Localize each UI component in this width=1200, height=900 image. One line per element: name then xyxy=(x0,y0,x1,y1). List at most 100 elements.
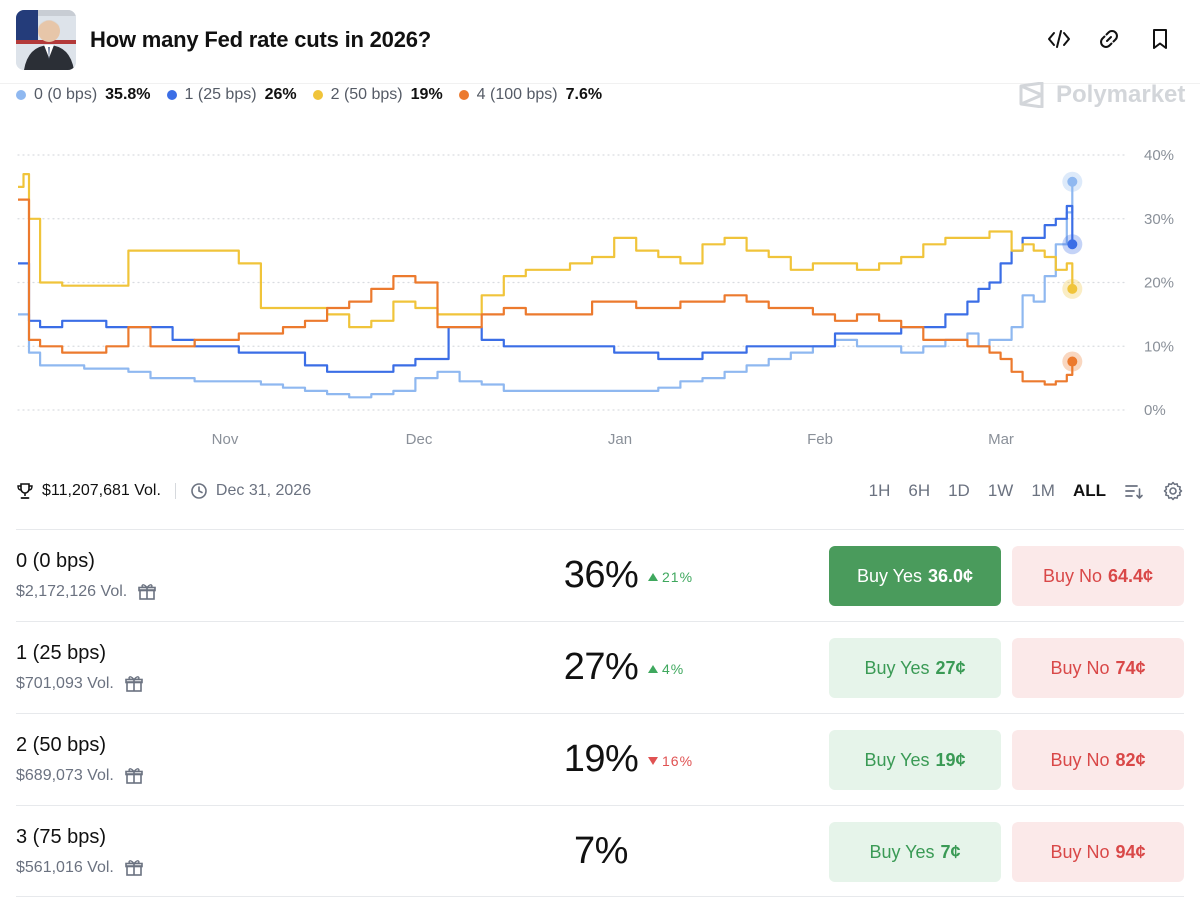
range-all[interactable]: ALL xyxy=(1072,481,1106,500)
stats-divider xyxy=(174,483,176,499)
outcome-row-25-bps[interactable]: 1 (25 bps) $701,093 Vol. 27% 4% Buy Yes … xyxy=(16,621,1184,713)
gift-icon[interactable] xyxy=(124,674,144,694)
legend-value: 7.6% xyxy=(565,86,603,103)
polymarket-logo-icon xyxy=(1019,82,1044,108)
buy-yes-label: Buy Yes xyxy=(869,841,935,862)
market-avatar xyxy=(16,10,76,70)
buy-yes-price: 7¢ xyxy=(940,841,961,862)
legend-dot xyxy=(312,90,323,100)
down-triangle-icon xyxy=(648,757,658,765)
buy-yes-button[interactable]: Buy Yes 19¢ xyxy=(829,730,1001,790)
legend-label: 1 (25 bps) xyxy=(184,86,257,103)
outcome-probability: 36% xyxy=(563,554,639,596)
link-icon[interactable] xyxy=(1096,26,1122,52)
buy-no-label: Buy No xyxy=(1050,841,1110,862)
range-1m[interactable]: 1M xyxy=(1031,481,1055,500)
series-end-point-2 xyxy=(1067,283,1078,294)
series-line-1 xyxy=(18,204,1074,373)
buy-no-button[interactable]: Buy No 94¢ xyxy=(1012,822,1184,882)
total-volume: $11,207,681 Vol. xyxy=(42,482,161,499)
buy-yes-label: Buy Yes xyxy=(864,657,930,678)
legend-dot xyxy=(16,90,26,100)
outcome-row-50-bps[interactable]: 2 (50 bps) $689,073 Vol. 19% 16% Buy Yes… xyxy=(16,713,1184,805)
up-triangle-icon xyxy=(648,665,658,673)
range-1h[interactable]: 1H xyxy=(868,481,891,500)
x-tick-label: Jan xyxy=(608,431,632,448)
buy-no-label: Buy No xyxy=(1042,565,1102,586)
buy-no-label: Buy No xyxy=(1050,749,1110,770)
series-line-3 xyxy=(18,198,1074,386)
market-header: How many Fed rate cuts in 2026? xyxy=(0,0,1200,84)
y-tick-label: 0% xyxy=(1144,402,1166,419)
series-line-0 xyxy=(18,181,1074,399)
legend-label: 2 (50 bps) xyxy=(330,86,403,103)
embed-code-icon[interactable] xyxy=(1046,26,1072,52)
legend-dot xyxy=(166,90,177,100)
trophy-icon xyxy=(17,483,33,499)
x-tick-label: Feb xyxy=(807,431,833,448)
clock-icon xyxy=(191,483,207,499)
buy-yes-button[interactable]: Buy Yes 27¢ xyxy=(829,638,1001,698)
buy-no-price: 74¢ xyxy=(1115,657,1146,678)
end-date: Dec 31, 2026 xyxy=(215,482,312,499)
legend-item-1: 1 (25 bps) 26% xyxy=(166,86,297,104)
series-line-2 xyxy=(18,173,1074,329)
legend-item-3: 4 (100 bps) 7.6% xyxy=(458,86,603,104)
buy-yes-label: Buy Yes xyxy=(856,565,922,586)
gift-icon[interactable] xyxy=(124,858,144,878)
series-end-point-1 xyxy=(1067,239,1078,250)
settings-gear-icon[interactable] xyxy=(1162,480,1184,502)
probability-change-value: 16% xyxy=(662,753,694,769)
x-tick-label: Mar xyxy=(988,431,1014,448)
range-1w[interactable]: 1W xyxy=(987,481,1014,500)
sort-icon[interactable] xyxy=(1124,481,1144,501)
y-tick-label: 20% xyxy=(1144,275,1174,292)
buy-no-label: Buy No xyxy=(1050,657,1110,678)
outcome-row-0-bps[interactable]: 0 (0 bps) $2,172,126 Vol. 36% 21% Buy Ye… xyxy=(16,529,1184,621)
gift-icon[interactable] xyxy=(137,582,157,602)
gift-icon[interactable] xyxy=(124,766,144,786)
outcome-volume: $561,016 Vol. xyxy=(16,858,144,878)
outcome-volume: $2,172,126 Vol. xyxy=(16,582,157,602)
legend-value: 19% xyxy=(410,86,443,103)
market-title: How many Fed rate cuts in 2026? xyxy=(90,27,432,52)
polymarket-watermark: Polymarket xyxy=(1018,80,1185,110)
buy-yes-price: 27¢ xyxy=(935,657,966,678)
price-history-chart[interactable]: 40% 30% 20% 10% 0% Nov Dec Jan Feb Mar xyxy=(0,130,1200,460)
outcome-volume-text: $561,016 Vol. xyxy=(16,859,114,876)
outcome-probability: 27% xyxy=(563,646,639,688)
buy-yes-button[interactable]: Buy Yes 36.0¢ xyxy=(829,546,1001,606)
buy-no-price: 94¢ xyxy=(1115,841,1146,862)
probability-change-value: 4% xyxy=(662,661,685,677)
buy-no-button[interactable]: Buy No 74¢ xyxy=(1012,638,1184,698)
probability-change-value: 21% xyxy=(662,569,694,585)
legend-value: 35.8% xyxy=(105,86,151,103)
legend-item-2: 2 (50 bps) 19% xyxy=(312,86,443,104)
buy-no-button[interactable]: Buy No 64.4¢ xyxy=(1012,546,1184,606)
range-1d[interactable]: 1D xyxy=(948,481,970,500)
y-tick-label: 40% xyxy=(1144,147,1174,164)
time-range-selector: 1H 6H 1D 1W 1M ALL xyxy=(851,480,1184,502)
outcomes-table: 0 (0 bps) $2,172,126 Vol. 36% 21% Buy Ye… xyxy=(16,529,1184,897)
chart-legend: 0 (0 bps) 35.8% 1 (25 bps) 26% 2 (50 bps… xyxy=(16,84,618,106)
series-end-point-3 xyxy=(1067,356,1078,367)
bookmark-icon[interactable] xyxy=(1147,26,1173,52)
legend-item-0: 0 (0 bps) 35.8% xyxy=(16,86,151,104)
series-end-point-0 xyxy=(1067,176,1078,187)
range-6h[interactable]: 6H xyxy=(908,481,931,500)
buy-no-price: 64.4¢ xyxy=(1107,565,1154,586)
x-tick-label: Dec xyxy=(406,431,433,448)
y-tick-label: 30% xyxy=(1144,211,1174,228)
outcome-volume: $689,073 Vol. xyxy=(16,766,144,786)
outcome-probability: 7% xyxy=(574,830,628,872)
outcome-probability: 19% xyxy=(563,738,639,780)
probability-change: 21% xyxy=(648,569,693,585)
buy-no-button[interactable]: Buy No 82¢ xyxy=(1012,730,1184,790)
buy-yes-price: 19¢ xyxy=(935,749,966,770)
legend-value: 26% xyxy=(264,86,297,103)
outcome-name: 1 (25 bps) xyxy=(16,642,107,664)
legend-label: 0 (0 bps) xyxy=(34,86,98,103)
buy-yes-button[interactable]: Buy Yes 7¢ xyxy=(829,822,1001,882)
outcome-volume: $701,093 Vol. xyxy=(16,674,144,694)
outcome-row-75-bps[interactable]: 3 (75 bps) $561,016 Vol. 7% Buy Yes 7¢ B… xyxy=(16,805,1184,897)
